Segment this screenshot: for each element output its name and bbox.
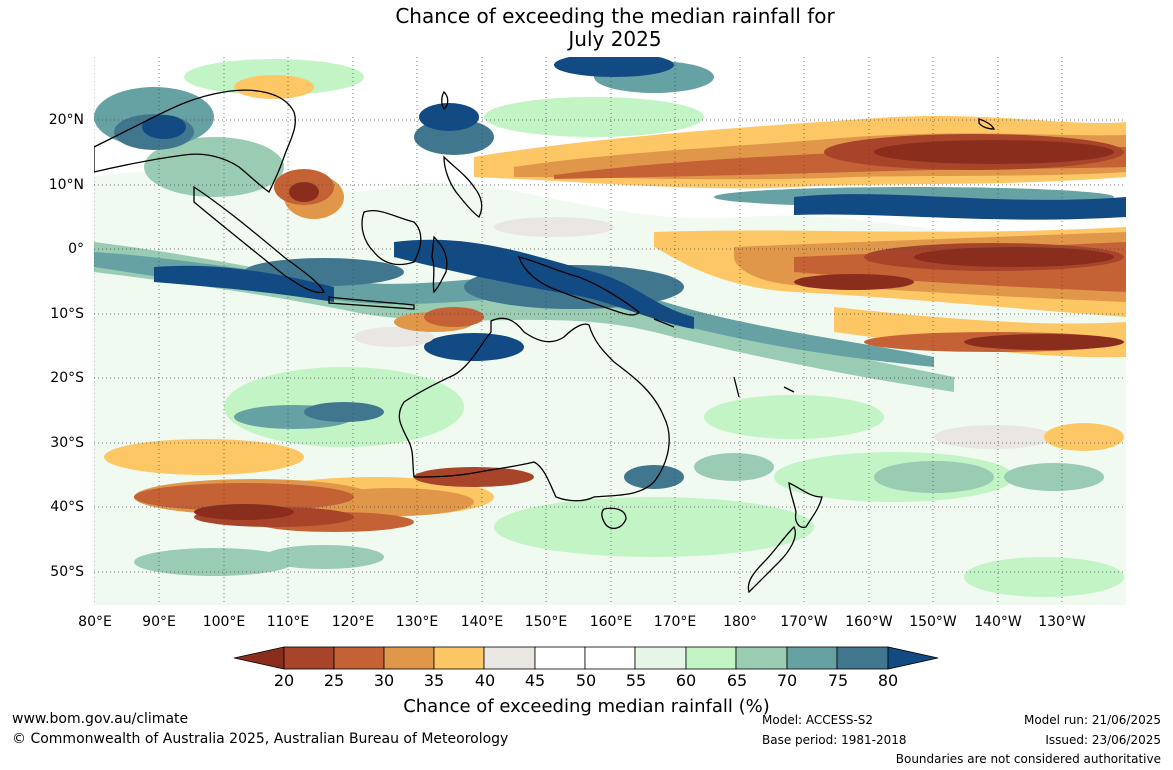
lat-label-30s: 30°S [50, 435, 84, 451]
lon-label-180: 180° [723, 614, 757, 630]
southeast-asia-coastline [94, 89, 296, 193]
lat-label-10n: 10°N [48, 177, 84, 193]
colorbar-tick-75: 75 [827, 671, 849, 690]
lon-label-150e: 150°E [524, 614, 568, 630]
sumatra-coastline [193, 185, 325, 294]
java-coastline [328, 296, 415, 310]
colorbar-tick-35: 35 [423, 671, 445, 690]
lon-label-80e: 80°E [78, 614, 112, 630]
colorbar-45-50 [534, 646, 586, 670]
colorbar-svg [233, 646, 939, 670]
new-guinea-coastline [518, 256, 640, 316]
new-zealand-north-island [788, 481, 823, 528]
philippines-coastline [443, 155, 483, 218]
copyright-text: © Commonwealth of Australia 2025, Austra… [12, 731, 509, 747]
hawaii-coastline [978, 118, 996, 130]
fiji-islands [783, 386, 795, 393]
colorbar-tick-55: 55 [625, 671, 647, 690]
colorbar-above-80 [887, 646, 939, 670]
rainfall-map [94, 57, 1126, 605]
colorbar-tick-65: 65 [726, 671, 748, 690]
probability-below-20-zone [194, 140, 1124, 520]
solomon-islands [653, 318, 675, 328]
borneo-coastline [361, 210, 422, 266]
lon-label-140w: 140°W [974, 614, 1022, 630]
lat-label-10s: 10°S [50, 306, 84, 322]
colorbar-tick-20: 20 [273, 671, 295, 690]
rainfall-map-svg [94, 57, 1126, 605]
colorbar-tick-80: 80 [877, 671, 899, 690]
issued-date: Issued: 23/06/2025 [1045, 733, 1161, 747]
new-zealand-south-island [747, 525, 796, 594]
lon-label-170e: 170°E [653, 614, 697, 630]
lat-label-40s: 40°S [50, 499, 84, 515]
boundaries-disclaimer: Boundaries are not considered authoritat… [895, 752, 1161, 766]
map-title-line1: Chance of exceeding the median rainfall … [395, 4, 835, 28]
colorbar-tick-40: 40 [474, 671, 496, 690]
lon-label-90e: 90°E [142, 614, 176, 630]
sulawesi-coastline [431, 235, 448, 294]
map-title-line2: July 2025 [568, 27, 662, 51]
colorbar-tick-60: 60 [675, 671, 697, 690]
colorbar-title: Chance of exceeding median rainfall (%) [403, 696, 770, 717]
lat-label-50s: 50°S [50, 564, 84, 580]
colorbar-40-45 [483, 646, 536, 670]
lon-label-160e: 160°E [589, 614, 633, 630]
taiwan-coastline [441, 90, 449, 110]
colorbar-tick-25: 25 [323, 671, 345, 690]
lon-label-100e: 100°E [202, 614, 246, 630]
lat-label-equator: 0° [68, 241, 84, 257]
lon-label-130w: 130°W [1038, 614, 1086, 630]
vanuatu-islands [733, 376, 740, 398]
model-name: Model: ACCESS-S2 [762, 713, 874, 727]
website-link[interactable]: www.bom.gov.au/climate [12, 711, 189, 727]
lon-label-120e: 120°E [331, 614, 375, 630]
colorbar-35-40 [433, 646, 485, 670]
colorbar-60-65 [685, 646, 737, 670]
colorbar-below-20 [233, 646, 285, 670]
map-graticule [94, 57, 1126, 605]
lon-label-150w: 150°W [909, 614, 957, 630]
model-run-date: Model run: 21/06/2025 [1023, 713, 1161, 727]
coastlines [94, 89, 996, 594]
colorbar-25-30 [333, 646, 385, 670]
colorbar-75-80 [836, 646, 889, 670]
colorbar-55-60 [634, 646, 687, 670]
lon-label-110e: 110°E [266, 614, 310, 630]
lon-label-130e: 130°E [395, 614, 439, 630]
colorbar-tick-30: 30 [373, 671, 395, 690]
lon-label-140e: 140°E [460, 614, 504, 630]
tasmania-coastline [601, 507, 627, 530]
colorbar-tick-70: 70 [776, 671, 798, 690]
colorbar-30-35 [383, 646, 435, 670]
lat-label-20s: 20°S [50, 370, 84, 386]
probability-60-65-zone [184, 59, 1124, 597]
colorbar-65-70 [735, 646, 788, 670]
colorbar [233, 645, 940, 675]
base-period: Base period: 1981-2018 [762, 733, 907, 747]
lat-label-20n: 20°N [48, 112, 84, 128]
colorbar-50-55 [584, 646, 636, 670]
colorbar-tick-50: 50 [575, 671, 597, 690]
colorbar-tick-45: 45 [524, 671, 546, 690]
australia-coastline [398, 317, 670, 502]
lon-label-170w: 170°W [780, 614, 828, 630]
colorbar-20-25 [283, 646, 335, 670]
colorbar-70-75 [786, 646, 838, 670]
lon-label-160w: 160°W [845, 614, 893, 630]
